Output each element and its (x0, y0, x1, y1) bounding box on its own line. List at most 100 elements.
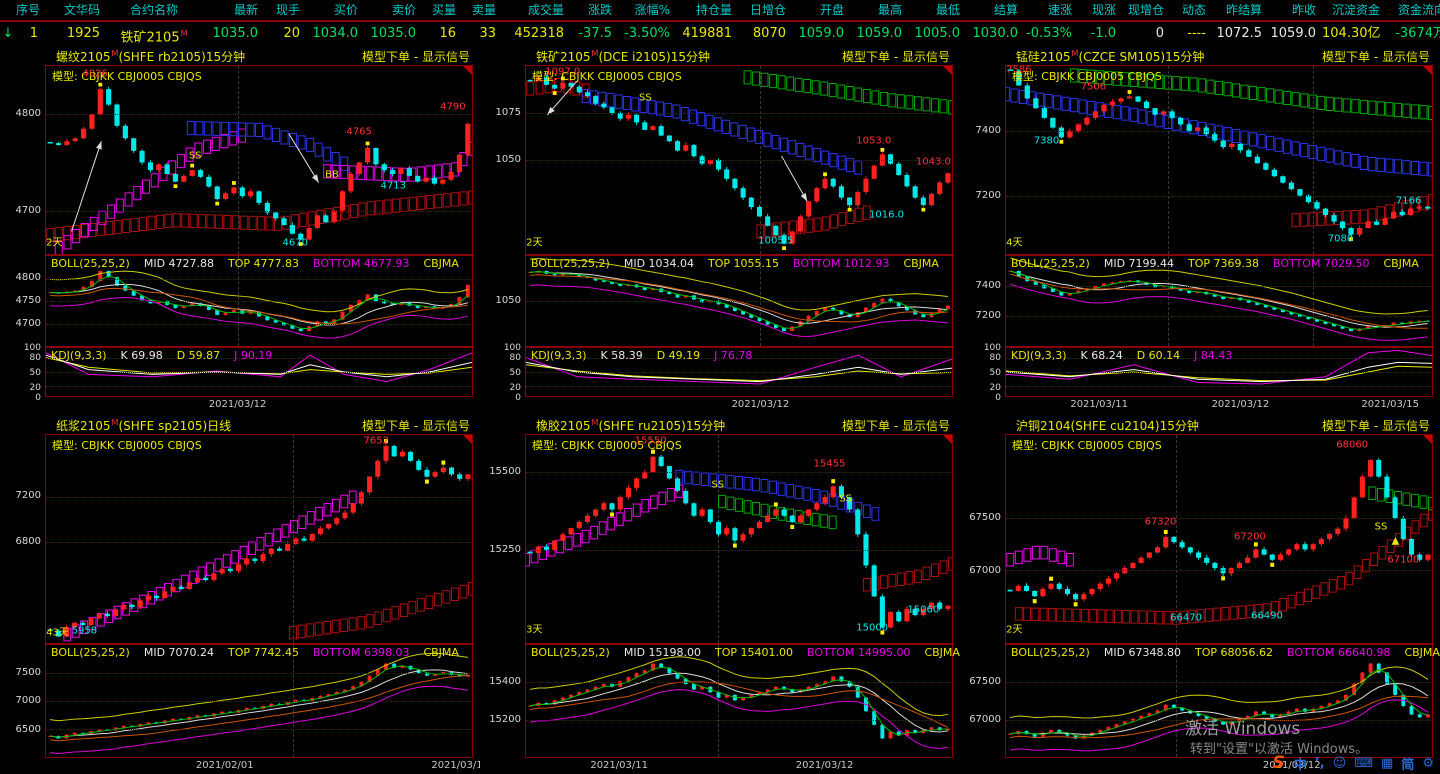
x-axis-date-label: 2021/03/15 (1361, 399, 1420, 410)
quote-col-header-11[interactable]: 涨幅% (634, 3, 670, 17)
panel-title-detail: (DCE i2105)15分钟 (598, 50, 710, 64)
quote-row[interactable]: ↓ 1 1925 铁矿2105M 1035.0 20 1034.0 1035.0 16 33 452… (0, 23, 1440, 44)
y-axis-label: 100 (983, 343, 1001, 353)
emoji-icon[interactable]: ☺ (1332, 755, 1347, 771)
windows-activation-watermark-line1: 激活 Windows (1185, 719, 1301, 739)
main-candlestick-plot[interactable]: 模型: CBJKK CBJ0005 CBJQS 7652 43天 5958 (45, 434, 473, 644)
price-annotation: 7506 (1080, 81, 1107, 93)
panel-title-bar: 铁矿2105M(DCE i2105)15分钟 模型下单 - 显示信号 (480, 45, 960, 65)
price-annotation: 5958 (71, 625, 98, 637)
boll-indicator-plot[interactable]: BOLL(25,25,2) MID 7070.24 TOP 7742.45 BOTTO… (45, 644, 473, 758)
kdj-label-part: D 49.19 (656, 349, 701, 362)
grid-line (1006, 518, 1432, 520)
quote-cell-0: 1 (29, 26, 38, 41)
y-axis-label: 6800 (15, 535, 41, 547)
main-candlestick-plot[interactable]: 模型: CBJKK CBJ0005 CBJQS 68060 67320 67200 67… (1005, 434, 1433, 644)
model-order-signal-label[interactable]: 模型下单 - 显示信号 (1322, 419, 1430, 433)
main-candlestick-plot[interactable]: 模型: CBJKK CBJ0005 CBJQS 1097.0 SS 1053.0 104… (525, 65, 953, 255)
quote-col-header-23[interactable]: 昨收 (1291, 3, 1316, 17)
price-annotation: 2天 (46, 237, 63, 249)
boll-indicator-plot[interactable]: BOLL(25,25,2) MID 15198.00 TOP 15401.00 BOT… (525, 644, 960, 758)
quote-col-header-9[interactable]: 成交量 (527, 3, 564, 17)
punct-mode-icon[interactable]: ’, (1314, 755, 1325, 771)
quote-col-header-2[interactable]: 合约名称 (129, 3, 178, 17)
quote-col-header-3[interactable]: 最新 (233, 3, 258, 17)
mainforce-flag: M (591, 418, 599, 427)
alert-corner-marker (463, 435, 472, 444)
price-annotation: 7166 (1395, 195, 1422, 207)
quote-col-header-0[interactable]: 序号 (16, 3, 41, 17)
boll-label-part: TOP 1055.15 (708, 257, 780, 270)
kdj-label-part: J 90.19 (234, 349, 273, 362)
boll-indicator-plot[interactable]: BOLL(25,25,2) MID 7199.44 TOP 7369.38 BOTTO… (1005, 255, 1433, 347)
quote-col-header-25[interactable]: 资金流向 (1397, 3, 1440, 17)
quote-col-header-16[interactable]: 最低 (935, 3, 960, 17)
grid-line (46, 357, 472, 359)
boll-indicator-plot[interactable]: BOLL(25,25,2) MID 1034.04 TOP 1055.15 BOTTO… (525, 255, 953, 347)
boll-label-part: MID 1034.04 (623, 257, 695, 270)
main-candlestick-plot[interactable]: 模型: CBJKK CBJ0005 CBJQS 4826 SS BB 4765 4790 4… (45, 65, 473, 255)
soft-keyboard-icon[interactable]: ⌨ (1354, 755, 1374, 771)
grid-line (46, 386, 472, 388)
quote-col-header-20[interactable]: 现增仓 (1127, 3, 1164, 17)
boll-label: BOLL(25,25,2) MID 7070.24 TOP 7742.45 BOTTO… (51, 646, 473, 659)
model-order-signal-label[interactable]: 模型下单 - 显示信号 (1322, 50, 1430, 64)
kdj-label-part: J 76.78 (714, 349, 753, 362)
boll-label-part: BOTTOM 66640.98 (1287, 646, 1391, 659)
panel-title-detail: (CZCE SM105)15分钟 (1078, 50, 1205, 64)
clipboard-icon[interactable]: ▦ (1381, 755, 1394, 771)
quote-cell-13: 8070 (752, 26, 786, 41)
model-order-signal-label[interactable]: 模型下单 - 显示信号 (362, 50, 470, 64)
quote-col-header-21[interactable]: 动态 (1181, 3, 1206, 17)
boll-indicator-plot[interactable]: BOLL(25,25,2) MID 67348.80 TOP 68056.62 BOT… (1005, 644, 1440, 758)
model-order-signal-label[interactable]: 模型下单 - 显示信号 (842, 50, 950, 64)
quote-col-header-10[interactable]: 涨跌 (587, 3, 612, 17)
x-axis: 2021/02/01 2021/03/15 (0, 758, 489, 774)
quote-col-header-5[interactable]: 买价 (333, 3, 358, 17)
x-axis: 2021/03/12 (960, 758, 1440, 774)
quote-col-header-24[interactable]: 沉淀资金 (1331, 3, 1380, 17)
kdj-label-part: D 59.87 (176, 349, 221, 362)
quote-col-header-8[interactable]: 卖量 (471, 3, 496, 17)
y-axis-label: 6500 (15, 723, 41, 735)
sogou-logo-icon[interactable]: S (1272, 753, 1285, 773)
lang-mode-icon[interactable]: 中 (1293, 757, 1307, 773)
input-method-bar[interactable]: S 中 ’, ☺ ⌨ ▦ 简 ⚙ (1273, 753, 1438, 773)
quote-cell-12: 419881 (682, 26, 732, 41)
model-order-signal-label[interactable]: 模型下单 - 显示信号 (362, 419, 470, 433)
y-axis-label: 20 (509, 383, 521, 393)
boll-label-part: TOP 15401.00 (715, 646, 794, 659)
boll-label-part: CBJMA (423, 646, 459, 659)
main-candlestick-plot[interactable]: 模型: CBJKK CBJ0005 CBJQS 15550 15455 SS SS 150… (525, 434, 953, 644)
y-axis-label: 7500 (15, 666, 41, 678)
quote-col-header-15[interactable]: 最高 (877, 3, 902, 17)
kdj-indicator-plot[interactable]: KDJ(9,3,3) K 69.98 D 59.87 J 90.19 (45, 347, 473, 397)
boll-indicator-plot[interactable]: BOLL(25,25,2) MID 4727.88 TOP 4777.83 BOTTO… (45, 255, 473, 347)
kdj-label-part: KDJ(9,3,3) (531, 349, 587, 362)
simplified-chinese-icon[interactable]: 简 (1401, 757, 1415, 773)
model-order-signal-label[interactable]: 模型下单 - 显示信号 (842, 419, 950, 433)
settings-wrench-icon[interactable]: ⚙ (1422, 755, 1434, 771)
model-indicator-label: 模型: CBJKK CBJ0005 CBJQS (52, 70, 202, 83)
quote-col-header-22[interactable]: 昨结算 (1225, 3, 1262, 17)
kdj-indicator-plot[interactable]: KDJ(9,3,3) K 68.24 D 60.14 J 84.43 (1005, 347, 1433, 397)
x-axis-date-label: 2021/03/12 (795, 760, 854, 771)
quote-col-header-18[interactable]: 速涨 (1047, 3, 1072, 17)
quote-col-header-12[interactable]: 持仓量 (695, 3, 732, 17)
quote-col-header-17[interactable]: 结算 (993, 3, 1018, 17)
quote-col-header-19[interactable]: 现涨 (1091, 3, 1116, 17)
x-axis-date-label: 2021/03/11 (1070, 399, 1128, 410)
y-axis-label: 4800 (15, 107, 41, 119)
kdj-indicator-plot[interactable]: KDJ(9,3,3) K 58.39 D 49.19 J 76.78 (525, 347, 953, 397)
quote-col-header-14[interactable]: 开盘 (819, 3, 844, 17)
grid-line (526, 719, 952, 721)
quote-cell-16: 1005.0 (914, 26, 961, 41)
x-axis-date-label: 2021/02/01 (195, 760, 254, 771)
quote-col-header-6[interactable]: 卖价 (391, 3, 416, 17)
panel-title-detail: (SHFE cu2104)15分钟 (1070, 419, 1199, 433)
quote-col-header-13[interactable]: 日增仓 (749, 3, 786, 17)
main-candlestick-plot[interactable]: 模型: CBJKK CBJ0005 CBJQS 7586 7380 7506 7080 7… (1005, 64, 1433, 255)
quote-col-header-4[interactable]: 现手 (275, 3, 300, 17)
quote-col-header-7[interactable]: 买量 (431, 3, 456, 17)
quote-col-header-1[interactable]: 文华码 (63, 3, 100, 17)
